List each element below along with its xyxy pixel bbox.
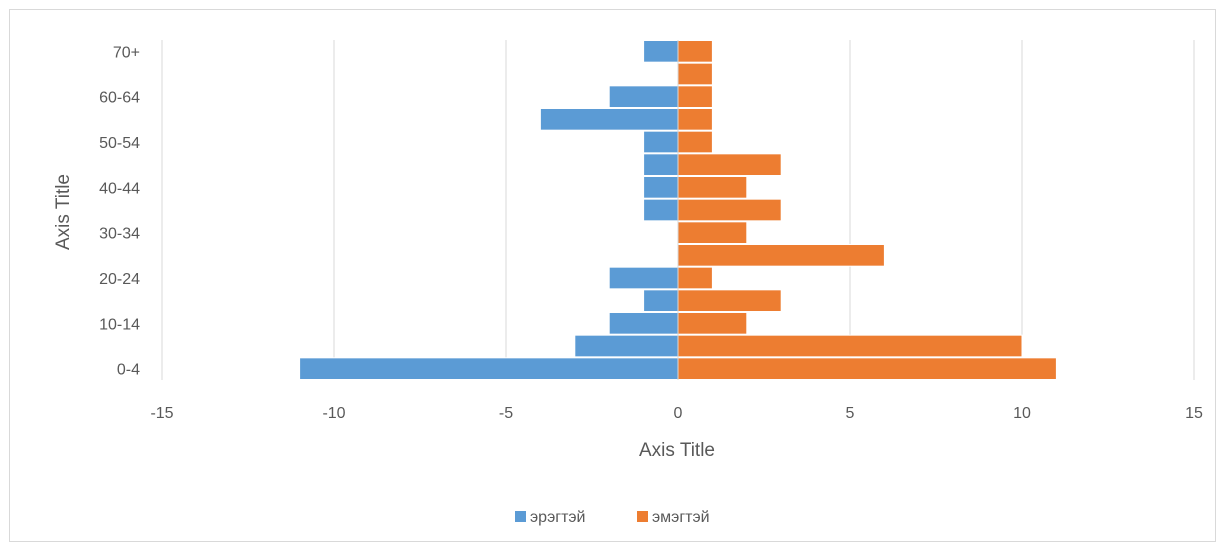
legend: эрэгтэй эмэгтэй — [515, 509, 710, 526]
bar-эмэгтэй-5-9 — [677, 334, 1023, 358]
x-tick-label--15: -15 — [150, 405, 173, 422]
x-tick-label--10: -10 — [322, 405, 345, 422]
x-tick-label--5: -5 — [499, 405, 513, 422]
y-tick-labels: 0-4 10-14 20-24 30-34 40-44 50-54 60-64 70+ — [99, 44, 140, 378]
y-tick-label-10-14: 10-14 — [99, 316, 140, 333]
bars — [299, 40, 1057, 381]
y-tick-label-50-54: 50-54 — [99, 135, 140, 152]
x-tick-label-10: 10 — [1013, 405, 1031, 422]
bar-эмэгтэй-30-34 — [677, 221, 748, 244]
bar-эрэгтэй-20-24 — [608, 266, 679, 290]
bar-эмэгтэй-25-29 — [677, 244, 885, 267]
x-axis-title: Axis Title — [639, 440, 715, 461]
x-tick-labels: -15 -10 -5 0 5 10 15 — [150, 405, 1203, 422]
bar-эрэгтэй-60-64 — [608, 85, 679, 109]
bar-эрэгтэй-50-54 — [643, 130, 679, 154]
bar-эмэгтэй-45-49 — [677, 153, 782, 176]
bar-эмэгтэй-0-4 — [677, 357, 1057, 381]
bar-эмэгтэй-65-69 — [677, 62, 713, 86]
y-tick-label-70+: 70+ — [113, 44, 140, 61]
x-tick-label-0: 0 — [674, 405, 683, 422]
legend-label-эмэгтэй: эмэгтэй — [652, 509, 710, 526]
bar-эрэгтэй-5-9 — [574, 334, 679, 358]
bar-эрэгтэй-70+ — [643, 40, 679, 63]
gridlines — [161, 40, 1195, 380]
x-tick-label-15: 15 — [1185, 405, 1203, 422]
y-axis-title: Axis Title — [53, 174, 74, 250]
y-tick-label-20-24: 20-24 — [99, 271, 140, 288]
bar-эмэгтэй-15-19 — [677, 289, 782, 313]
y-tick-label-0-4: 0-4 — [117, 362, 140, 379]
bar-эрэгтэй-10-14 — [608, 312, 679, 335]
bar-эрэгтэй-35-39 — [643, 198, 679, 222]
bar-эмэгтэй-35-39 — [677, 198, 782, 222]
bar-эрэгтэй-55-59 — [539, 108, 679, 131]
bar-эрэгтэй-15-19 — [643, 289, 679, 313]
legend-swatch-эмэгтэй — [637, 511, 648, 522]
bar-эрэгтэй-45-49 — [643, 153, 679, 176]
bar-эмэгтэй-40-44 — [677, 176, 748, 199]
y-tick-label-60-64: 60-64 — [99, 90, 140, 107]
y-tick-label-30-34: 30-34 — [99, 226, 140, 243]
bar-эрэгтэй-40-44 — [643, 176, 679, 199]
bar-эмэгтэй-20-24 — [677, 266, 713, 290]
bar-эрэгтэй-0-4 — [299, 357, 679, 381]
y-tick-label-40-44: 40-44 — [99, 180, 140, 197]
bar-эмэгтэй-60-64 — [677, 85, 713, 109]
bar-эмэгтэй-55-59 — [677, 108, 713, 131]
bar-эмэгтэй-10-14 — [677, 312, 748, 335]
bar-эмэгтэй-70+ — [677, 40, 713, 63]
legend-label-эрэгтэй: эрэгтэй — [530, 509, 586, 526]
legend-swatch-эрэгтэй — [515, 511, 526, 522]
x-tick-label-5: 5 — [846, 405, 855, 422]
bar-эмэгтэй-50-54 — [677, 130, 713, 154]
